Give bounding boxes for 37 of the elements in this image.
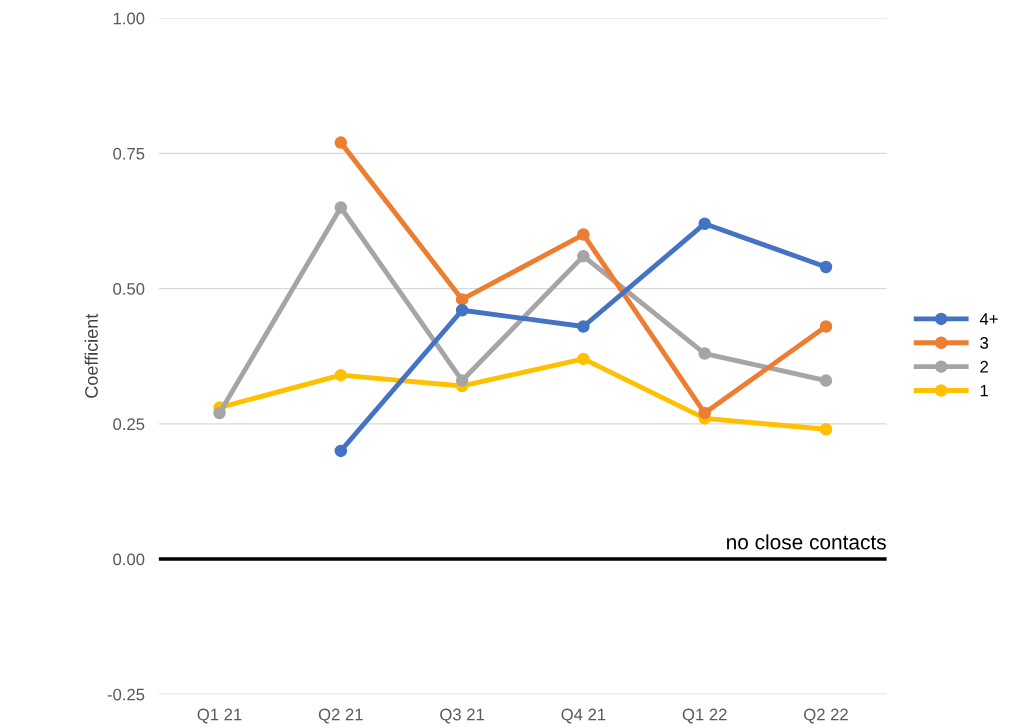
x-tick-label: Q2 22 bbox=[804, 708, 848, 724]
x-tick-label: Q1 21 bbox=[197, 708, 242, 724]
x-tick-label: Q4 21 bbox=[561, 708, 606, 724]
point bbox=[334, 136, 348, 149]
x-tick-label: Q1 22 bbox=[682, 708, 727, 724]
point bbox=[819, 320, 833, 333]
point bbox=[334, 444, 348, 458]
x-tick-label: Q2 21 bbox=[318, 708, 363, 724]
point bbox=[455, 293, 469, 306]
point bbox=[213, 406, 226, 420]
point bbox=[455, 374, 469, 387]
y-tick-label: 0.25 bbox=[113, 418, 145, 431]
legend-label: 1 bbox=[980, 384, 988, 397]
y-tick-label: 0.50 bbox=[113, 283, 145, 295]
point bbox=[334, 368, 348, 382]
point bbox=[577, 320, 590, 333]
point bbox=[819, 422, 833, 436]
point bbox=[577, 228, 590, 241]
point bbox=[698, 347, 711, 360]
y-axis-title: Coefficient bbox=[84, 313, 98, 398]
y-tick-label: 1.00 bbox=[113, 12, 145, 25]
legend-label: 4+ bbox=[979, 313, 998, 325]
point bbox=[334, 201, 348, 214]
legend-label: 2 bbox=[980, 360, 988, 373]
point bbox=[577, 352, 590, 366]
point bbox=[577, 249, 590, 263]
y-tick-label: 0.00 bbox=[113, 553, 145, 566]
point bbox=[819, 260, 833, 274]
legend-label: 3 bbox=[980, 336, 989, 349]
point bbox=[698, 217, 711, 230]
point bbox=[455, 304, 469, 317]
y-tick-label: 0.75 bbox=[113, 147, 145, 160]
y-tick-label: -0.25 bbox=[107, 688, 145, 701]
ref-line-label: no close contacts bbox=[727, 534, 886, 550]
point bbox=[819, 374, 833, 387]
point bbox=[698, 406, 711, 420]
x-tick-label: Q3 21 bbox=[440, 708, 484, 724]
